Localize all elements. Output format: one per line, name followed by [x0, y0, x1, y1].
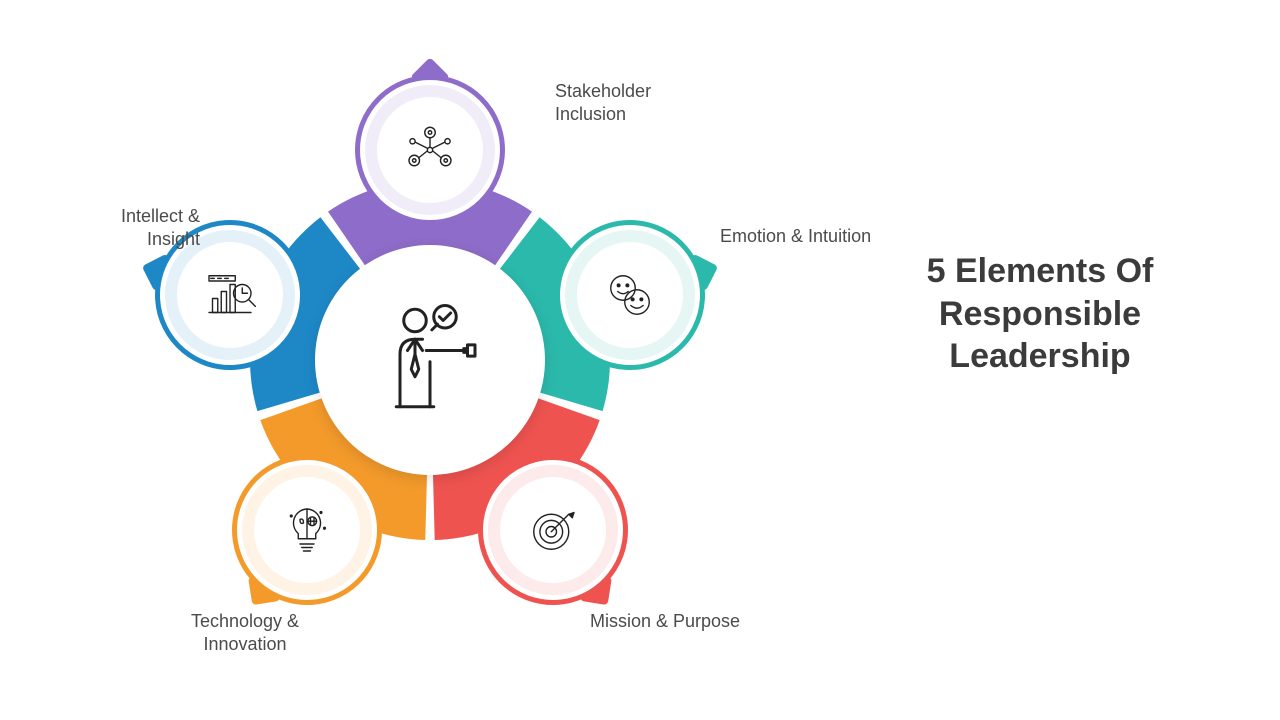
petal-node	[355, 75, 505, 225]
petal-label: Mission & Purpose	[590, 610, 750, 633]
petal-label: Technology & Innovation	[155, 610, 335, 657]
petal-node	[449, 425, 659, 635]
petal-node	[202, 425, 412, 635]
center-hub	[315, 245, 545, 475]
petal-node	[535, 201, 724, 390]
leader-pointing-icon	[370, 298, 490, 423]
petal-label: Emotion & Intuition	[720, 225, 880, 248]
infographic-stage: 5 Elements Of Responsible Leadership	[0, 0, 1280, 720]
page-title: 5 Elements Of Responsible Leadership	[860, 250, 1220, 378]
petal-label: Stakeholder Inclusion	[555, 80, 715, 127]
target-icon	[478, 455, 628, 605]
tech-bulb-icon	[232, 455, 382, 605]
stakeholder-network-icon	[355, 75, 505, 225]
petal-label: Intellect & Insight	[70, 205, 200, 252]
emotion-faces-icon	[555, 220, 705, 370]
